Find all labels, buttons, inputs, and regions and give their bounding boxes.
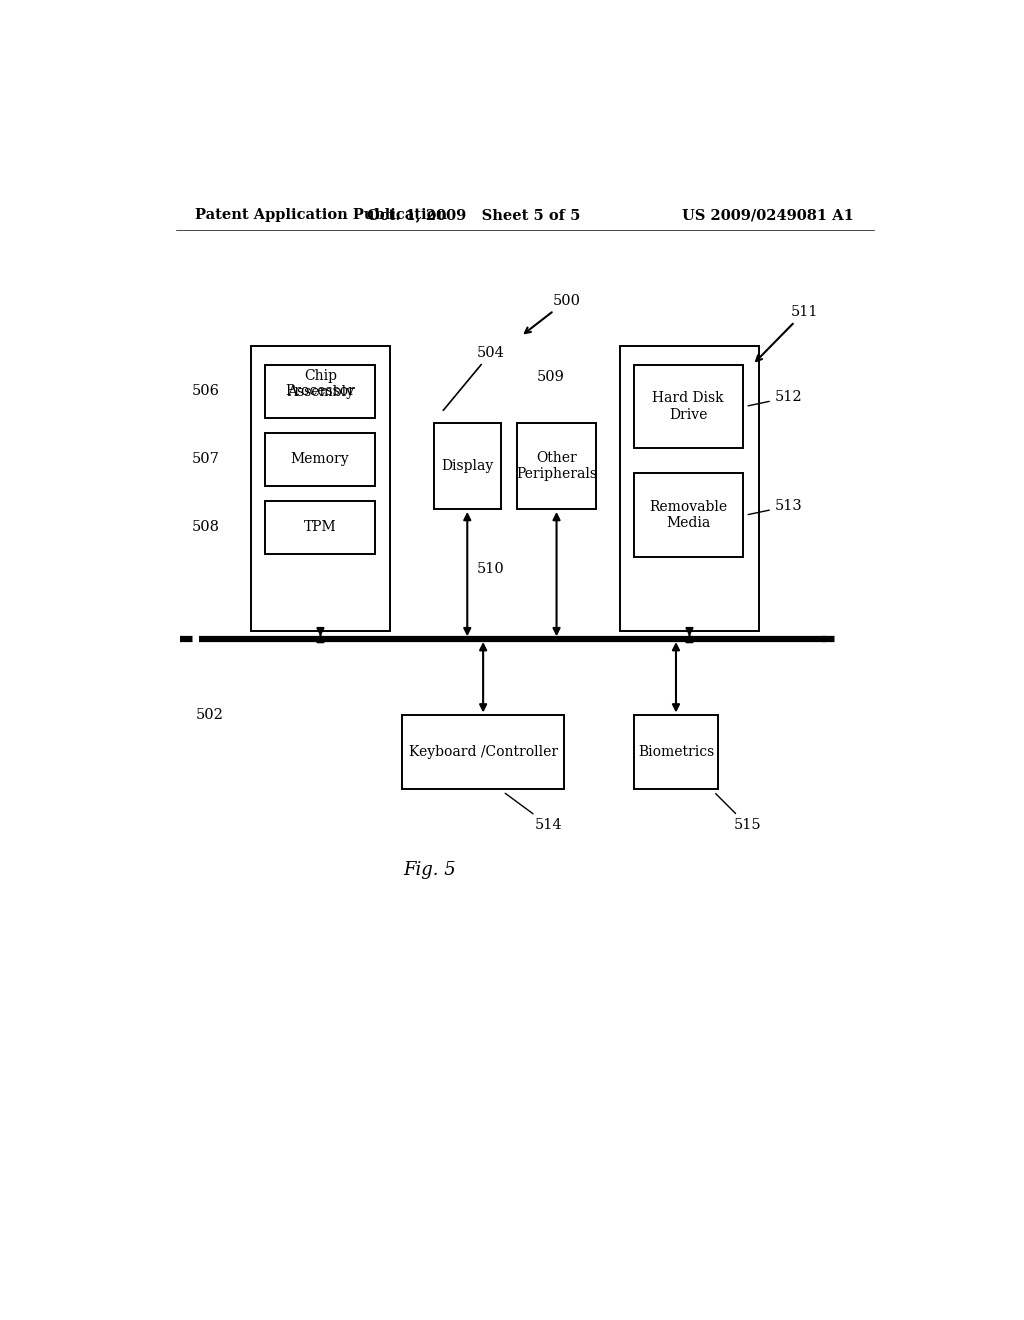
Text: 506: 506 xyxy=(191,384,219,399)
Text: Biometrics: Biometrics xyxy=(638,744,714,759)
Text: 513: 513 xyxy=(749,499,803,515)
Text: Other
Peripherals: Other Peripherals xyxy=(516,450,597,480)
Text: 512: 512 xyxy=(749,391,803,405)
Bar xyxy=(265,433,375,486)
Bar xyxy=(517,422,596,510)
Text: 508: 508 xyxy=(191,520,219,535)
Text: TPM: TPM xyxy=(304,520,336,535)
Text: Keyboard /Controller: Keyboard /Controller xyxy=(409,744,558,759)
Text: 500: 500 xyxy=(525,294,581,333)
Text: 507: 507 xyxy=(191,453,219,466)
Text: 502: 502 xyxy=(196,709,223,722)
Text: Display: Display xyxy=(441,459,494,473)
Bar xyxy=(265,500,375,554)
Text: 515: 515 xyxy=(716,793,761,832)
Text: Removable
Media: Removable Media xyxy=(649,500,727,531)
Bar xyxy=(251,346,390,631)
Text: US 2009/0249081 A1: US 2009/0249081 A1 xyxy=(682,209,854,222)
Bar xyxy=(634,715,718,788)
Text: Fig. 5: Fig. 5 xyxy=(403,861,456,879)
Text: 509: 509 xyxy=(537,370,564,384)
Bar xyxy=(265,364,375,417)
Text: Patent Application Publication: Patent Application Publication xyxy=(196,209,447,222)
Bar xyxy=(634,474,743,557)
Text: Chip
Assembly: Chip Assembly xyxy=(287,368,354,399)
Bar xyxy=(433,422,501,510)
Bar xyxy=(620,346,759,631)
Text: 504: 504 xyxy=(443,346,505,411)
Text: 510: 510 xyxy=(477,562,505,576)
Bar xyxy=(401,715,564,788)
Text: 514: 514 xyxy=(505,793,562,832)
Bar xyxy=(634,364,743,447)
Text: 511: 511 xyxy=(756,305,818,362)
Text: Hard Disk
Drive: Hard Disk Drive xyxy=(652,391,724,421)
Text: Processor: Processor xyxy=(285,384,355,399)
Text: Oct. 1, 2009   Sheet 5 of 5: Oct. 1, 2009 Sheet 5 of 5 xyxy=(367,209,580,222)
Text: Memory: Memory xyxy=(291,453,349,466)
